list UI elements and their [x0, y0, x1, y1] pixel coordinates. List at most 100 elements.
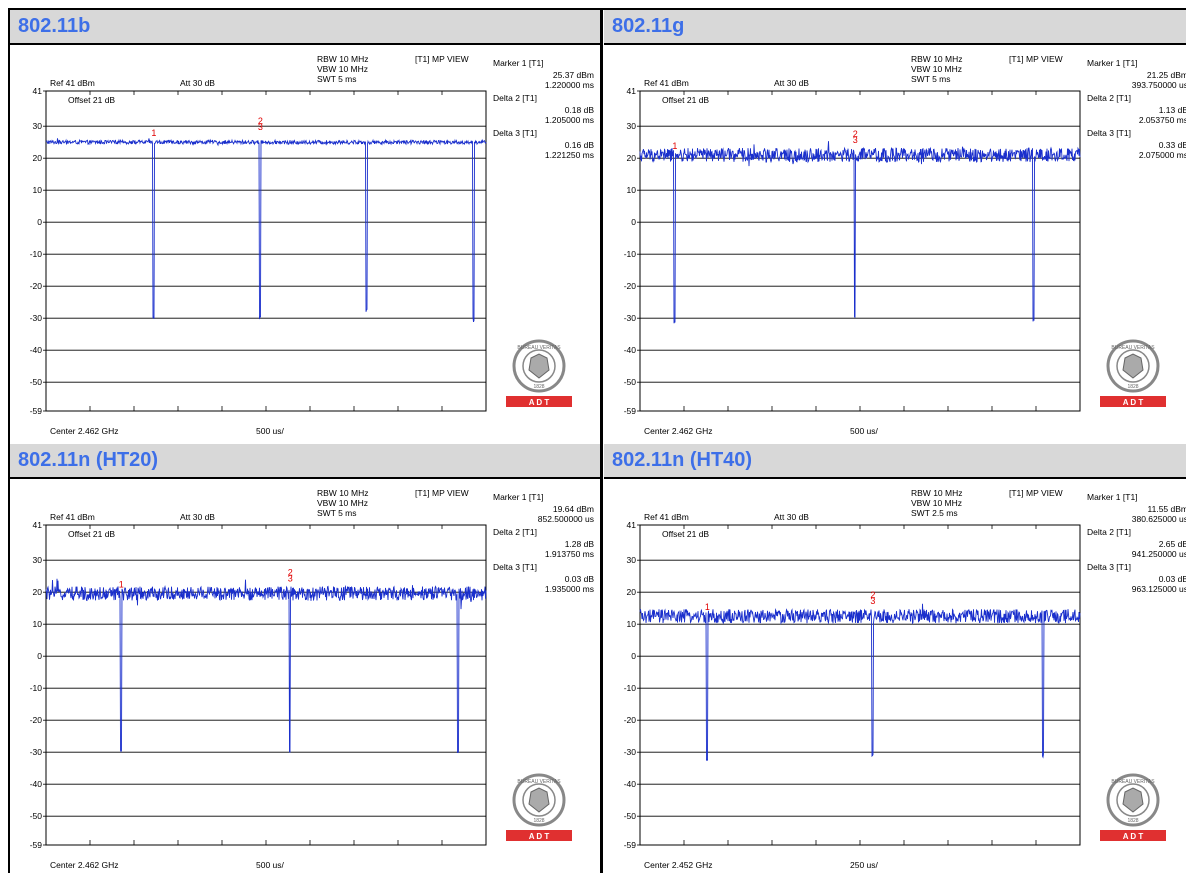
analyzer-screen: RBW 10 MHz VBW 10 MHz SWT 2.5 ms [T1] MP VI… — [604, 480, 1186, 874]
bureau-veritas-logo: BUREAU VERITAS 1828 A D T — [506, 339, 572, 407]
y-tick-label: 0 — [631, 651, 636, 661]
y-tick-label: -30 — [624, 747, 637, 757]
y-tick-label: -20 — [624, 281, 637, 291]
delta2-position: 2.053750 ms — [1139, 115, 1186, 125]
bureau-veritas-logo: BUREAU VERITAS 1828 A D T — [1100, 773, 1166, 841]
y-tick-label: -50 — [624, 377, 637, 387]
y-tick-label: -10 — [624, 683, 637, 693]
marker1-value: 25.37 dBm — [553, 70, 594, 80]
logo-year: 1828 — [1127, 818, 1138, 824]
y-tick-label: -20 — [30, 281, 43, 291]
marker-1: 1 — [672, 141, 677, 151]
delta2-value: 0.18 dB — [565, 105, 595, 115]
view-label: [T1] MP VIEW — [1009, 488, 1063, 498]
chart-panel-4: 802.11n (HT40) RBW 10 MHz VBW 10 MHz SWT 2.… — [604, 444, 1186, 874]
plot-frame — [639, 90, 1081, 412]
logo-ring-text: BUREAU VERITAS — [1111, 779, 1155, 785]
y-tick-label: 20 — [33, 153, 43, 163]
column-divider — [600, 8, 603, 873]
delta2-label: Delta 2 [T1] — [493, 93, 537, 103]
view-label: [T1] MP VIEW — [415, 488, 469, 498]
delta3-position: 2.075000 ms — [1139, 150, 1186, 160]
y-tick-label: 41 — [627, 86, 637, 96]
marker-2: 2 — [853, 129, 858, 139]
y-tick-label: 41 — [627, 520, 637, 530]
y-tick-label: -20 — [30, 715, 43, 725]
y-tick-label: 41 — [33, 86, 43, 96]
y-tick-label: -20 — [624, 715, 637, 725]
marker-2: 2 — [288, 567, 293, 577]
y-tick-label: -59 — [30, 406, 43, 416]
y-tick-label: 30 — [33, 555, 43, 565]
y-tick-label: -10 — [624, 249, 637, 259]
offset-label: Offset 21 dB — [662, 95, 709, 105]
marker-1: 1 — [705, 602, 710, 612]
delta3-value: 0.33 dB — [1159, 140, 1186, 150]
delta2-value: 2.65 dB — [1159, 539, 1186, 549]
bureau-veritas-logo: BUREAU VERITAS 1828 A D T — [1100, 339, 1166, 407]
delta2-position: 941.250000 us — [1132, 549, 1186, 559]
marker1-position: 1.220000 ms — [545, 80, 594, 90]
marker1-position: 393.750000 us — [1132, 80, 1186, 90]
center-frequency-label: Center 2.452 GHz — [644, 860, 713, 870]
y-tick-label: -30 — [30, 747, 43, 757]
rbw-label: RBW 10 MHz — [911, 488, 962, 498]
marker1-label: Marker 1 [T1] — [1087, 58, 1138, 68]
marker1-label: Marker 1 [T1] — [493, 492, 544, 502]
marker1-label: Marker 1 [T1] — [1087, 492, 1138, 502]
marker1-position: 852.500000 us — [538, 514, 594, 524]
y-tick-label: 10 — [33, 619, 43, 629]
offset-label: Offset 21 dB — [68, 95, 115, 105]
plot-area: 41 30 20 10 0 -10 -20 -30 -40 -50 -59 Offset 21 dB 1… — [624, 86, 1081, 416]
panel-title-bar: 802.11b — [10, 10, 600, 45]
logo-year: 1828 — [1127, 384, 1138, 390]
y-tick-label: -59 — [30, 840, 43, 850]
y-tick-label: -40 — [30, 345, 43, 355]
panel-title-bar: 802.11g — [604, 10, 1186, 45]
vbw-label: VBW 10 MHz — [911, 498, 962, 508]
y-tick-label: 30 — [33, 121, 43, 131]
y-tick-label: -10 — [30, 249, 43, 259]
y-tick-label: -40 — [624, 779, 637, 789]
delta3-position: 1.221250 ms — [545, 150, 594, 160]
y-tick-label: -30 — [30, 313, 43, 323]
y-tick-label: 30 — [627, 555, 637, 565]
plot-area: 41 30 20 10 0 -10 -20 -30 -40 -50 -59 Offset 21 dB 1… — [30, 86, 487, 416]
logo-bar-text: A D T — [529, 398, 550, 407]
sweep-per-div-label: 250 us/ — [850, 860, 879, 870]
delta3-position: 1.935000 ms — [545, 584, 594, 594]
rbw-label: RBW 10 MHz — [317, 54, 368, 64]
panel-title: 802.11n (HT40) — [612, 449, 753, 471]
marker-2: 2 — [258, 116, 263, 126]
trace-line — [639, 141, 1081, 324]
frame-top — [8, 8, 1186, 10]
vbw-label: VBW 10 MHz — [317, 498, 368, 508]
panel-title-bar: 802.11n (HT40) — [604, 444, 1186, 479]
offset-label: Offset 21 dB — [68, 529, 115, 539]
y-tick-label: 0 — [631, 217, 636, 227]
y-tick-label: 20 — [627, 587, 637, 597]
y-tick-label: 41 — [33, 520, 43, 530]
marker-1: 1 — [119, 579, 124, 589]
y-tick-label: 30 — [627, 121, 637, 131]
ref-level-label: Ref 41 dBm — [50, 78, 95, 88]
logo-year: 1828 — [533, 818, 544, 824]
analyzer-screen: RBW 10 MHz VBW 10 MHz SWT 5 ms [T1] MP VIEW… — [10, 480, 600, 874]
logo-ring-text: BUREAU VERITAS — [517, 779, 561, 785]
logo-year: 1828 — [533, 384, 544, 390]
frame-left — [8, 8, 10, 873]
plot-frame — [639, 524, 1081, 846]
attenuation-label: Att 30 dB — [774, 78, 809, 88]
vbw-label: VBW 10 MHz — [317, 64, 368, 74]
marker-3: 3 — [288, 573, 293, 583]
panel-title-bar: 802.11n (HT20) — [10, 444, 600, 479]
attenuation-label: Att 30 dB — [774, 512, 809, 522]
y-tick-label: 0 — [37, 651, 42, 661]
delta2-label: Delta 2 [T1] — [1087, 93, 1131, 103]
y-tick-label: 0 — [37, 217, 42, 227]
logo-bar — [1100, 396, 1166, 407]
logo-ring-text: BUREAU VERITAS — [1111, 345, 1155, 351]
center-frequency-label: Center 2.462 GHz — [50, 860, 119, 870]
trace-line — [639, 603, 1081, 761]
